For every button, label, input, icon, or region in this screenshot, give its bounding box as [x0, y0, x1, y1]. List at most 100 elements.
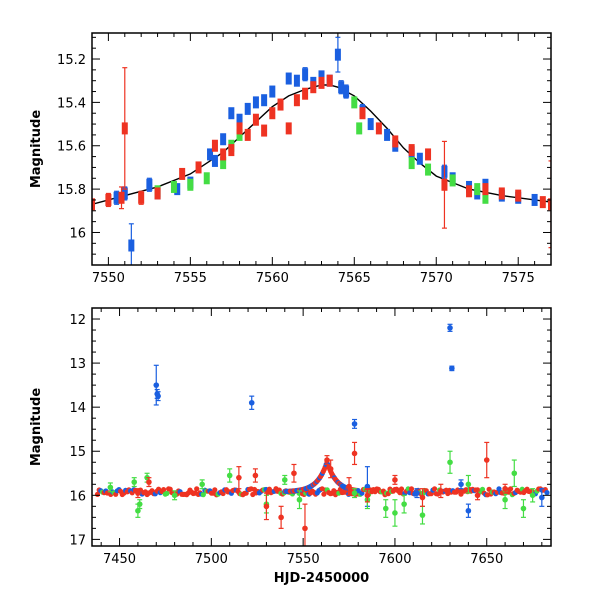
baseline-point: [321, 491, 327, 497]
y-tick-label: 12: [69, 313, 86, 328]
data-point: [416, 152, 423, 165]
data-point: [118, 191, 125, 204]
baseline-point: [200, 492, 206, 498]
x-tick-label: 7550: [287, 552, 320, 567]
data-point: [131, 479, 138, 485]
data-point: [211, 154, 218, 167]
data-point: [136, 501, 143, 507]
data-point: [277, 98, 284, 111]
data-point: [498, 187, 505, 200]
data-point: [92, 198, 95, 211]
data-point: [364, 492, 371, 499]
baseline-point: [161, 487, 167, 493]
data-point: [351, 490, 358, 496]
data-point: [179, 167, 186, 180]
y-tick-label: 15.4: [57, 96, 86, 111]
y-axis-title: Magnitude: [29, 110, 44, 189]
x-tick-label: 7570: [420, 271, 453, 286]
y-tick-label: 15.6: [57, 140, 86, 155]
data-point: [252, 113, 259, 126]
data-point: [105, 193, 112, 206]
data-point: [128, 239, 135, 252]
y-axis-title: Magnitude: [29, 388, 44, 467]
baseline-point: [432, 486, 438, 492]
data-point: [458, 481, 464, 488]
data-point: [261, 94, 268, 107]
data-point: [138, 191, 145, 204]
top-panel: 7550 7555 7560 7565 7570 7575 15.2 15.4 15.6 15.8…: [29, 32, 552, 286]
data-point: [146, 178, 153, 191]
data-point: [244, 128, 251, 141]
data-point: [401, 501, 407, 507]
data-point: [356, 122, 363, 135]
data-point: [170, 180, 177, 193]
baseline-point: [212, 487, 218, 493]
data-point: [171, 492, 178, 499]
data-point: [281, 477, 288, 483]
x-tick-label: 7555: [174, 271, 207, 286]
y-tick-label: 16: [69, 489, 86, 504]
y-tick-label: 15.8: [57, 183, 86, 198]
data-point: [465, 507, 472, 514]
data-point: [174, 183, 181, 196]
data-point: [113, 191, 120, 204]
data-point: [474, 183, 481, 196]
red-series: [135, 441, 508, 546]
x-axis-title: HJD-2450000: [274, 571, 369, 586]
data-point: [146, 479, 152, 485]
y-tick-label: 13: [69, 357, 86, 372]
data-point: [269, 107, 276, 120]
data-point: [419, 494, 426, 501]
x-tick-label: 7450: [103, 552, 136, 567]
data-point: [338, 81, 345, 94]
data-point: [291, 470, 297, 477]
data-point: [285, 72, 292, 85]
data-point: [326, 74, 333, 87]
x-tick-label: 7550: [92, 271, 125, 286]
baseline-point: [508, 486, 514, 492]
data-point: [327, 466, 334, 472]
data-point: [220, 148, 227, 161]
data-point: [414, 490, 420, 496]
data-point: [261, 124, 268, 137]
plot-area: [92, 36, 551, 265]
data-point: [449, 174, 456, 187]
data-point: [121, 122, 128, 135]
data-point: [228, 144, 235, 157]
data-point: [252, 472, 259, 479]
data-point: [502, 496, 508, 503]
model-curve: [92, 84, 551, 205]
data-point: [318, 70, 325, 83]
data-point: [375, 122, 382, 135]
data-point: [515, 189, 522, 202]
data-point: [447, 459, 453, 466]
data-point: [539, 196, 546, 209]
x-tick-label: 7650: [470, 552, 503, 567]
data-point: [425, 148, 432, 161]
data-point: [154, 187, 161, 200]
data-point: [135, 507, 141, 514]
data-point: [351, 96, 358, 109]
data-point: [226, 472, 233, 479]
data-point: [318, 76, 325, 89]
data-point: [367, 118, 374, 131]
data-point: [447, 325, 453, 331]
data-point: [483, 457, 490, 463]
baseline-point: [408, 486, 415, 492]
bump-points: [282, 459, 361, 494]
data-point: [324, 457, 330, 463]
data-point: [474, 492, 481, 499]
y-tick-label: 17: [69, 533, 86, 548]
data-point: [121, 187, 128, 200]
data-point: [293, 94, 300, 107]
data-point: [408, 157, 415, 170]
data-point: [302, 87, 309, 100]
data-point: [502, 485, 508, 492]
data-point: [364, 483, 371, 490]
data-point: [539, 494, 545, 501]
data-point: [135, 490, 141, 496]
y-tick-label: 15: [69, 445, 86, 460]
x-tick-label: 7600: [378, 552, 411, 567]
baseline-point: [194, 486, 200, 492]
